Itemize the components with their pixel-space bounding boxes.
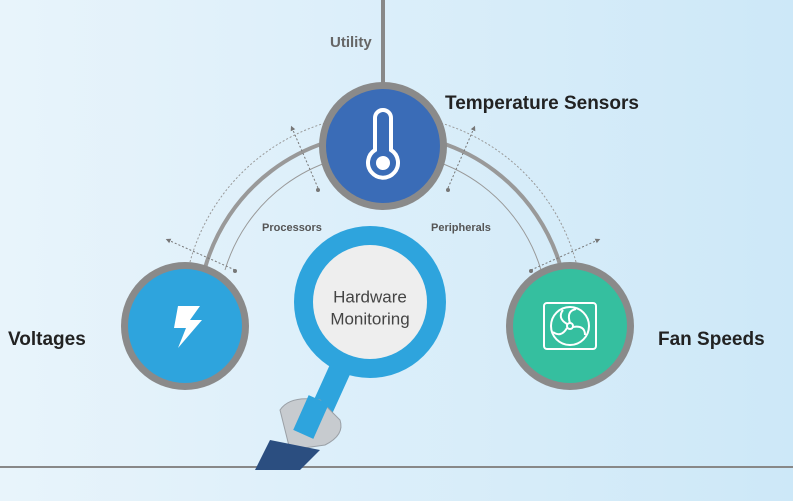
center-label: Monitoring: [330, 309, 409, 328]
node-label: Fan Speeds: [658, 329, 765, 350]
node-label: Voltages: [8, 329, 86, 350]
utility-label: Utility: [330, 34, 372, 51]
arc-label: Processors: [262, 222, 322, 234]
temperature-circle: [326, 89, 440, 203]
node-label: Temperature Sensors: [445, 93, 639, 114]
arc-label: Peripherals: [431, 222, 491, 234]
fan-circle: [513, 269, 627, 383]
center-label: Hardware: [333, 287, 407, 306]
infographic: Utility Temperature Sensors Voltages Fan…: [0, 0, 793, 501]
